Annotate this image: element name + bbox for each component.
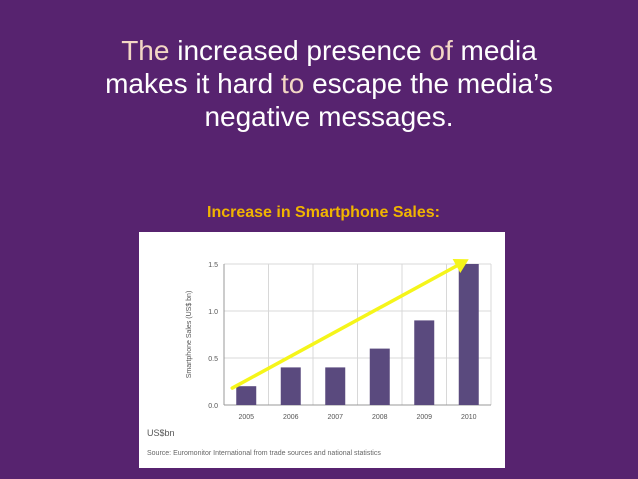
chart-heading: Increase in Smartphone Sales: — [207, 204, 440, 221]
bar — [369, 348, 390, 405]
title-word: media — [460, 35, 537, 66]
y-tick-label: 1.5 — [208, 262, 218, 269]
x-tick-label: 2006 — [283, 414, 299, 421]
title-word: makes — [105, 68, 188, 99]
chart-panel: 0.0 0.5 1.0 1.5 Smartphone Sales (US$ bn) 200… — [139, 232, 505, 468]
title-word: of — [429, 35, 453, 66]
title-word: messages. — [318, 101, 454, 132]
x-tick-label: 2008 — [372, 414, 388, 421]
title-word: hard — [217, 68, 274, 99]
bar — [458, 264, 479, 405]
bar-chart: 0.0 0.5 1.0 1.5 Smartphone Sales (US$ bn) 200… — [186, 258, 492, 421]
bar — [414, 320, 435, 405]
unit-note: US$bn — [147, 428, 175, 438]
title-word: negative — [204, 101, 311, 132]
title-word: The — [121, 35, 170, 66]
title-word: increased — [177, 35, 299, 66]
x-tick-label: 2005 — [238, 414, 254, 421]
y-axis-label: Smartphone Sales (US$ bn) — [186, 291, 193, 379]
title-word: escape — [312, 68, 403, 99]
title-word: to — [280, 68, 305, 99]
title-word: media’s — [456, 68, 553, 99]
title-word: presence — [306, 35, 422, 66]
y-tick-label: 0.5 — [208, 356, 218, 363]
x-tick-label: 2009 — [416, 414, 432, 421]
y-tick-label: 1.0 — [208, 309, 218, 316]
title-word: it — [195, 68, 210, 99]
x-tick-label: 2010 — [461, 414, 477, 421]
trend-arrow-head — [452, 258, 469, 274]
title-word: the — [410, 68, 450, 99]
bar — [236, 386, 257, 405]
bar — [325, 367, 346, 405]
trend-arrow-line — [230, 264, 459, 390]
x-tick-label: 2007 — [327, 414, 343, 421]
bar — [280, 367, 301, 405]
source-note: Source: Euromonitor International from t… — [147, 450, 381, 457]
slide-title: The increased presence of media makes it… — [100, 34, 558, 133]
y-tick-label: 0.0 — [208, 403, 218, 410]
